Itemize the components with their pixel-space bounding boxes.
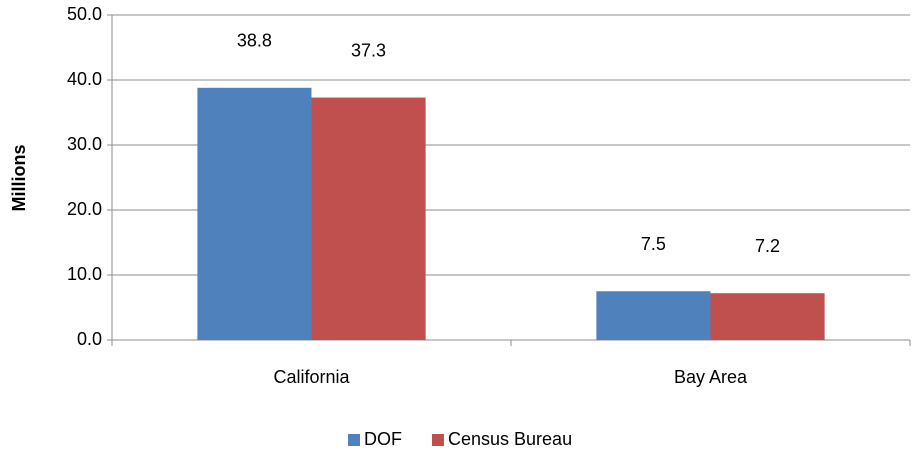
legend-swatch xyxy=(432,434,444,446)
y-tick-label: 0.0 xyxy=(77,329,102,349)
data-label: 38.8 xyxy=(237,31,272,51)
data-label: 37.3 xyxy=(351,40,386,60)
bar xyxy=(197,87,312,340)
y-tick-label: 20.0 xyxy=(67,199,102,219)
y-tick-label: 50.0 xyxy=(67,4,102,24)
y-tick-label: 40.0 xyxy=(67,69,102,89)
bar xyxy=(311,97,426,340)
bar xyxy=(596,291,711,340)
data-label: 7.5 xyxy=(641,234,666,254)
bar xyxy=(710,293,825,340)
y-tick-label: 10.0 xyxy=(67,264,102,284)
y-tick-label: 30.0 xyxy=(67,134,102,154)
y-axis-title: Millions xyxy=(9,145,29,212)
legend-swatch xyxy=(348,434,360,446)
legend-label: Census Bureau xyxy=(448,429,572,449)
x-tick-label: Bay Area xyxy=(674,367,748,387)
x-tick-label: California xyxy=(273,367,350,387)
legend-label: DOF xyxy=(364,429,402,449)
data-label: 7.2 xyxy=(755,236,780,256)
